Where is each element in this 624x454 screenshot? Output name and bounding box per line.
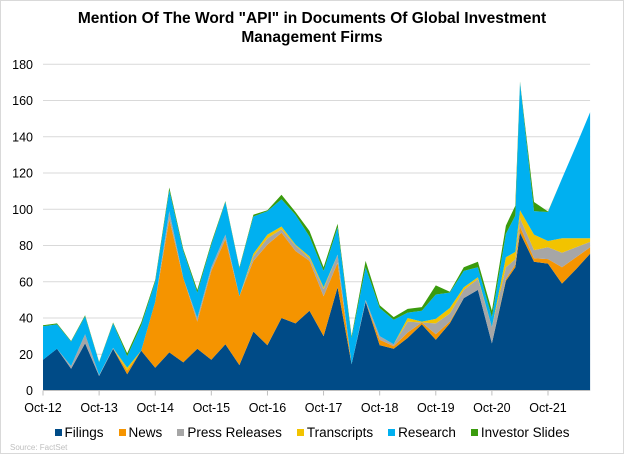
- y-tick-label: 40: [19, 312, 33, 326]
- x-tick-label: Oct-21: [529, 401, 567, 415]
- x-tick-label: Oct-15: [193, 401, 231, 415]
- legend-item-transcripts: Transcripts: [296, 425, 374, 440]
- x-tick-label: Oct-14: [136, 401, 174, 415]
- legend-label: Investor Slides: [480, 425, 570, 440]
- chart-title-line-2: Management Firms: [241, 29, 383, 46]
- legend-label: Transcripts: [306, 425, 374, 440]
- area-news: [43, 219, 591, 376]
- chart-title-line-1: Mention Of The Word "API" in Documents O…: [77, 10, 547, 27]
- legend-label: Research: [398, 425, 456, 440]
- legend-item-investor-slides: Investor Slides: [470, 425, 570, 440]
- legend-item-research: Research: [388, 425, 456, 440]
- x-tick-label: Oct-16: [249, 401, 287, 415]
- y-tick-label: 20: [19, 348, 33, 362]
- x-tick-label: Oct-19: [417, 401, 455, 415]
- legend-swatch: [470, 429, 478, 436]
- y-tick-label: 140: [12, 130, 33, 144]
- legend-label: Press Releases: [187, 425, 282, 440]
- y-tick-label: 80: [19, 239, 33, 253]
- source-note: Source: FactSet: [10, 443, 68, 452]
- legend-label: Filings: [64, 425, 104, 440]
- x-tick-label: Oct-17: [305, 401, 343, 415]
- y-tick-label: 120: [12, 167, 33, 181]
- y-tick-label: 180: [12, 58, 33, 72]
- area-research: [43, 82, 591, 376]
- chart-title: Mention Of The Word "API" in Documents O…: [1, 9, 623, 47]
- x-tick-label: Oct-13: [80, 401, 118, 415]
- legend-swatch: [388, 429, 396, 436]
- x-tick-label: Oct-20: [473, 401, 511, 415]
- legend-item-press-releases: Press Releases: [177, 425, 282, 440]
- y-tick-label: 60: [19, 275, 33, 289]
- legend-item-filings: Filings: [54, 425, 104, 440]
- area-filings: [43, 232, 591, 391]
- legend-swatch: [118, 429, 126, 436]
- y-tick-label: 0: [26, 384, 33, 398]
- x-tick-label: Oct-12: [24, 401, 62, 415]
- y-tick-label: 160: [12, 94, 33, 108]
- legend-item-news: News: [118, 425, 163, 440]
- y-tick-label: 100: [12, 203, 33, 217]
- area-press-releases: [43, 211, 591, 376]
- legend-label: News: [128, 425, 163, 440]
- legend-swatch: [54, 429, 62, 436]
- legend-swatch: [296, 429, 304, 436]
- legend: Filings News Press Releases Transcripts Rese…: [1, 425, 623, 440]
- x-tick-label: Oct-18: [361, 401, 399, 415]
- legend-swatch: [177, 429, 185, 436]
